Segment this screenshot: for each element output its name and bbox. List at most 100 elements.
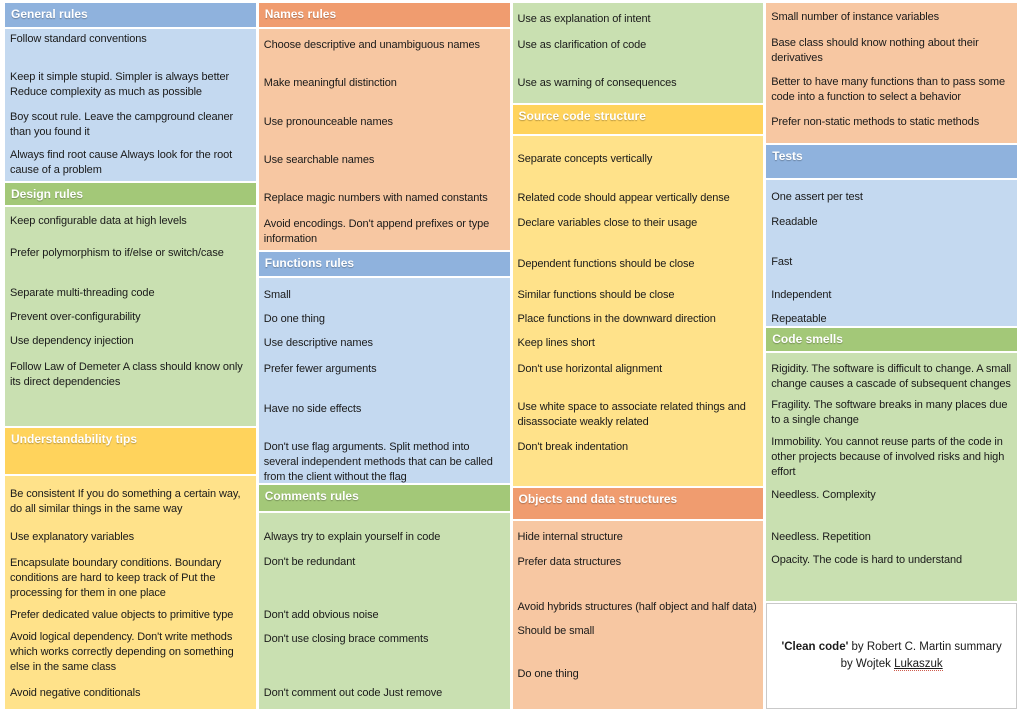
author-link[interactable]: Lukaszuk <box>894 658 943 671</box>
rule-item: Prefer dedicated value objects to primit… <box>10 609 234 621</box>
rule-item: Similar functions should be close <box>517 289 675 301</box>
column-3: Use as explanation of intent Use as clar… <box>512 3 764 709</box>
rule-item: Base class should know nothing about the… <box>771 37 979 64</box>
rule-item: Avoid encodings. Don't append prefixes o… <box>263 218 490 245</box>
rule-item: Replace magic numbers with named constan… <box>263 192 488 204</box>
rule-item: Fragility. The software breaks in many p… <box>771 399 1008 426</box>
rule-item: Use explanatory variables <box>10 531 135 543</box>
section-body-objects-continued: Small number of instance variables Base … <box>766 3 1017 143</box>
rule-item: Do one thing <box>263 313 325 325</box>
rule-item: Encapsulate boundary conditions. Boundar… <box>10 557 222 599</box>
rule-item: Readable <box>771 216 818 228</box>
rule-item: Opacity. The code is hard to understand <box>771 554 963 566</box>
rule-item: Always try to explain yourself in code <box>263 531 441 543</box>
section-header-code-smells: Code smells <box>766 328 1017 351</box>
rule-item: Do one thing <box>517 668 579 680</box>
rule-item: Always find root cause Always look for t… <box>10 149 233 176</box>
rule-item: Should be small <box>517 625 595 637</box>
section-body-source-code-structure: Separate concepts vertically Related cod… <box>512 136 764 486</box>
column-1: General rules Follow standard convention… <box>5 3 256 709</box>
rule-item: One assert per test <box>771 191 863 203</box>
rule-item: Small number of instance variables <box>771 11 940 23</box>
rule-item: Hide internal structure <box>517 531 623 543</box>
section-body-understandability-tips: Be consistent If you do something a cert… <box>5 476 256 709</box>
rule-item: Separate concepts vertically <box>517 153 653 165</box>
rule-item: Better to have many functions than to pa… <box>771 76 1006 103</box>
section-body-general-rules: Follow standard conventions Keep it simp… <box>5 29 256 181</box>
rule-item: Immobility. You cannot reuse parts of th… <box>771 436 1005 478</box>
section-header-understandability-tips: Understandability tips <box>5 428 256 474</box>
section-header-design-rules: Design rules <box>5 183 256 205</box>
rule-item: Dependent functions should be close <box>517 258 695 270</box>
rule-item: Related code should appear vertically de… <box>517 192 730 204</box>
section-header-comments-rules: Comments rules <box>258 485 510 511</box>
rule-item: Don't add obvious noise <box>263 609 379 621</box>
section-header-names-rules: Names rules <box>258 3 510 27</box>
column-4: Small number of instance variables Base … <box>766 3 1017 709</box>
rule-item: Small <box>263 289 291 301</box>
column-2: Names rules Choose descriptive and unamb… <box>258 3 510 709</box>
attribution-line-1: 'Clean code' by Robert C. Martin summary <box>782 639 1002 656</box>
rule-item: Avoid hybrids structures (half object an… <box>517 601 757 613</box>
rule-item: Follow standard conventions <box>10 33 147 45</box>
rule-item: Be consistent If you do something a cert… <box>10 488 241 515</box>
section-body-tests: One assert per test Readable Fast Indepe… <box>766 180 1017 326</box>
rule-item: Use as explanation of intent <box>517 13 651 25</box>
rule-item: Boy scout rule. Leave the campground cle… <box>10 111 234 138</box>
rule-item: Repeatable <box>771 313 827 325</box>
rule-item: Place functions in the downward directio… <box>517 313 716 325</box>
rule-item: Use dependency injection <box>10 335 134 347</box>
rule-item: Use white space to associate related thi… <box>517 401 746 428</box>
section-header-source-code-structure: Source code structure <box>512 105 764 134</box>
rule-item: Avoid negative conditionals <box>10 687 141 699</box>
rule-item: Keep configurable data at high levels <box>10 215 187 227</box>
attribution-box: 'Clean code' by Robert C. Martin summary… <box>766 603 1017 709</box>
rule-item: Choose descriptive and unambiguous names <box>263 39 480 51</box>
rule-item: Rigidity. The software is difficult to c… <box>771 363 1012 390</box>
rule-item: Needless. Repetition <box>771 531 871 543</box>
rule-item: Prevent over-configurability <box>10 311 141 323</box>
rule-item: Use searchable names <box>263 154 375 166</box>
rule-item: Needless. Complexity <box>771 489 876 501</box>
columns-container: General rules Follow standard convention… <box>5 3 1017 709</box>
rule-item: Keep lines short <box>517 337 595 349</box>
section-body-code-smells: Rigidity. The software is difficult to c… <box>766 353 1017 601</box>
rule-item: Follow Law of Demeter A class should kno… <box>10 361 243 388</box>
rule-item: Prefer data structures <box>517 556 622 568</box>
section-body-comments-rules-continued: Use as explanation of intent Use as clar… <box>512 3 764 103</box>
rule-item: Avoid logical dependency. Don't write me… <box>10 631 234 673</box>
section-body-objects-and-data-structures: Hide internal structure Prefer data stru… <box>512 521 764 709</box>
rule-item: Independent <box>771 289 832 301</box>
section-header-objects-and-data-structures: Objects and data structures <box>512 488 764 519</box>
rule-item: Prefer polymorphism to if/else or switch… <box>10 247 224 259</box>
rule-item: Use as warning of consequences <box>517 77 677 89</box>
rule-item: Prefer fewer arguments <box>263 363 377 375</box>
section-body-functions-rules: Small Do one thing Use descriptive names… <box>258 278 510 483</box>
rule-item: Don't use horizontal alignment <box>517 363 663 375</box>
section-body-design-rules: Keep configurable data at high levels Pr… <box>5 207 256 426</box>
book-title: 'Clean code' <box>781 641 849 653</box>
attribution-text: by Robert C. Martin summary <box>848 641 1002 653</box>
rule-item: Use as clarification of code <box>517 39 647 51</box>
rule-item: Fast <box>771 256 793 268</box>
rule-item: Don't be redundant <box>263 556 356 568</box>
section-header-tests: Tests <box>766 145 1017 178</box>
section-header-functions-rules: Functions rules <box>258 252 510 276</box>
author-prefix: by Wojtek <box>840 658 895 670</box>
rule-item: Make meaningful distinction <box>263 77 397 89</box>
rule-item: Declare variables close to their usage <box>517 217 698 229</box>
rule-item: Have no side effects <box>263 403 362 415</box>
rule-item: Don't break indentation <box>517 441 629 453</box>
section-body-comments-rules: Always try to explain yourself in code D… <box>258 513 510 709</box>
rule-item: Prefer non-static methods to static meth… <box>771 116 980 128</box>
rule-item: Don't use flag arguments. Split method i… <box>263 441 493 483</box>
section-header-general-rules: General rules <box>5 3 256 27</box>
rule-item: Keep it simple stupid. Simpler is always… <box>10 71 230 98</box>
rule-item: Don't use closing brace comments <box>263 633 429 645</box>
rule-item: Don't comment out code Just remove <box>263 687 443 699</box>
section-body-names-rules: Choose descriptive and unambiguous names… <box>258 29 510 250</box>
rule-item: Separate multi-threading code <box>10 287 155 299</box>
attribution-line-2: by Wojtek Lukaszuk <box>841 656 943 673</box>
rule-item: Use descriptive names <box>263 337 373 349</box>
